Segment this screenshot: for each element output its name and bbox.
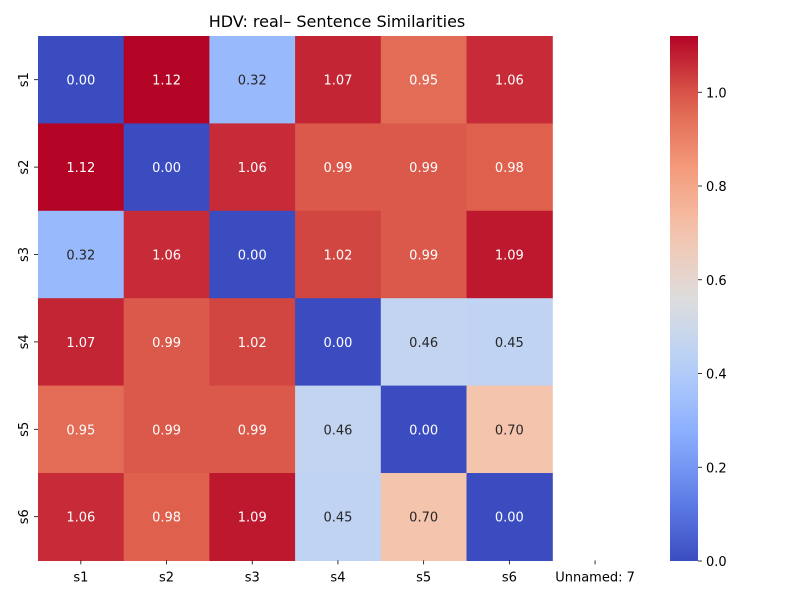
cell-value-label: 1.12 [66, 161, 95, 176]
colorbar: 0.0 0.2 0.4 0.6 0.8 1.0 [670, 36, 727, 570]
column-tick-label: s6 [502, 570, 517, 585]
row-tick-label: s1 [17, 72, 32, 87]
cell-value-label: 0.32 [66, 249, 95, 264]
cell-value-label: 0.00 [495, 511, 524, 526]
heatmap-cell [123, 36, 210, 124]
heatmap-cell [38, 210, 125, 299]
heatmap-cell [295, 210, 382, 299]
row-tick-label: s2 [17, 160, 32, 175]
heatmap-cell [38, 298, 125, 387]
cell-value-label: 1.02 [323, 249, 352, 264]
heatmap-cell [123, 385, 210, 474]
cell-value-label: 0.70 [409, 511, 438, 526]
heatmap-cells: 0.00 1.12 0.32 1.07 0.95 1.06 1.12 0.00 1.06 0.99… [38, 36, 553, 561]
heatmap-cell [123, 210, 210, 299]
colorbar-tick-label: 0.0 [706, 555, 727, 570]
column-tick-label: s2 [159, 570, 174, 585]
heatmap-cell [295, 36, 382, 124]
heatmap-cell [380, 385, 468, 474]
cell-value-label: 1.12 [152, 74, 181, 89]
heatmap-cell [209, 36, 296, 124]
cell-value-label: 0.45 [495, 336, 524, 351]
cell-value-label: 1.07 [66, 336, 95, 351]
heatmap-cell [380, 298, 468, 387]
cell-value-label: 0.00 [323, 336, 352, 351]
heatmap-cell [209, 210, 296, 299]
heatmap-cell [123, 298, 210, 387]
cell-value-label: 0.46 [409, 336, 438, 351]
cell-value-label: 1.07 [323, 74, 352, 89]
cell-value-label: 1.06 [238, 161, 267, 176]
colorbar-tick-label: 0.2 [706, 461, 727, 476]
heatmap-cell [466, 210, 553, 299]
cell-value-label: 1.06 [152, 249, 181, 264]
heatmap-cell [295, 123, 382, 212]
chart-title: HDV: real– Sentence Similarities [209, 12, 466, 31]
cell-value-label: 0.45 [323, 511, 352, 526]
cell-value-label: 0.00 [238, 249, 267, 264]
heatmap-cell [380, 123, 468, 212]
heatmap-cell [466, 385, 553, 474]
row-tick-label: s5 [17, 422, 32, 437]
cell-value-label: 1.09 [495, 249, 524, 264]
cell-value-label: 0.32 [238, 74, 267, 89]
cell-value-label: 0.98 [495, 161, 524, 176]
cell-value-label: 0.95 [66, 423, 95, 438]
heatmap-cell [295, 298, 382, 387]
cell-value-label: 1.09 [238, 511, 267, 526]
cell-value-label: 0.99 [152, 336, 181, 351]
cell-value-label: 0.00 [66, 74, 95, 89]
colorbar-tick-label: 1.0 [706, 86, 727, 101]
column-tick-labels: s1 s2 s3 s4 s5 s6 Unnamed: 7 [73, 560, 635, 585]
cell-value-label: 0.98 [152, 511, 181, 526]
heatmap-cell [466, 123, 553, 212]
heatmap-cell [123, 473, 210, 561]
cell-value-label: 0.99 [409, 249, 438, 264]
column-tick-label: s5 [416, 570, 431, 585]
heatmap-cell [380, 210, 468, 299]
cell-value-label: 0.99 [152, 423, 181, 438]
heatmap-cell [466, 473, 553, 561]
cell-value-label: 0.99 [323, 161, 352, 176]
row-tick-labels: s1 s2 s3 s4 s5 s6 [17, 72, 38, 524]
cell-value-label: 0.95 [409, 74, 438, 89]
cell-value-label: 1.02 [238, 336, 267, 351]
cell-value-label: 0.70 [495, 423, 524, 438]
column-tick-label: Unnamed: 7 [555, 570, 635, 585]
heatmap-cell [38, 473, 125, 561]
heatmap-cell [466, 298, 553, 387]
heatmap-cell [295, 473, 382, 561]
column-tick-label: s3 [245, 570, 260, 585]
heatmap-cell [380, 473, 468, 561]
cell-value-label: 0.99 [238, 423, 267, 438]
row-tick-label: s4 [17, 334, 32, 349]
cell-value-label: 0.00 [409, 423, 438, 438]
colorbar-tick-label: 0.6 [706, 274, 727, 289]
heatmap-cell [295, 385, 382, 474]
colorbar-tick-label: 0.4 [706, 368, 727, 383]
colorbar-tick-label: 0.8 [706, 180, 727, 195]
heatmap-cell [209, 298, 296, 387]
row-tick-label: s3 [17, 247, 32, 262]
cell-value-label: 0.46 [323, 423, 352, 438]
heatmap-cell [209, 123, 296, 212]
column-tick-label: s4 [330, 570, 345, 585]
row-tick-label: s6 [17, 509, 32, 524]
heatmap-cell [38, 123, 125, 212]
colorbar-gradient [670, 36, 698, 561]
cell-value-label: 0.99 [409, 161, 438, 176]
heatmap-cell [38, 385, 125, 474]
heatmap-cell [209, 473, 296, 561]
cell-value-label: 0.00 [152, 161, 181, 176]
cell-value-label: 1.06 [495, 74, 524, 89]
column-tick-label: s1 [73, 570, 88, 585]
heatmap-cell [380, 36, 468, 124]
heatmap-cell [123, 123, 210, 212]
heatmap-cell [209, 385, 296, 474]
heatmap-cell [38, 36, 125, 124]
heatmap-cell [466, 36, 553, 124]
cell-value-label: 1.06 [66, 511, 95, 526]
